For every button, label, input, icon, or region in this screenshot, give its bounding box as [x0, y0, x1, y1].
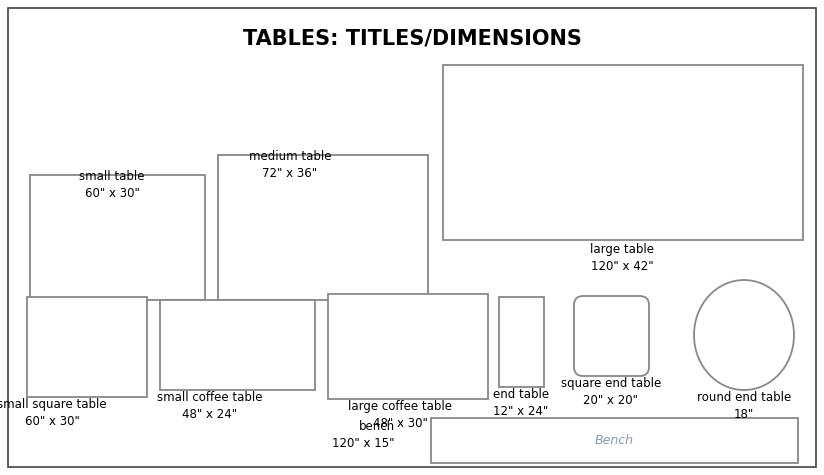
Bar [218, 155, 428, 300]
Text: small table
60" x 30": small table 60" x 30" [79, 170, 145, 200]
FancyBboxPatch shape [574, 296, 649, 376]
Text: Bench: Bench [595, 434, 634, 447]
Text: large coffee table
48" x 30": large coffee table 48" x 30" [348, 400, 452, 430]
Bar [443, 65, 803, 240]
Bar [499, 297, 544, 387]
Text: TABLES: TITLES/DIMENSIONS: TABLES: TITLES/DIMENSIONS [242, 28, 582, 48]
Text: square end table
20" x 20": square end table 20" x 20" [561, 377, 661, 407]
Bar [328, 294, 488, 399]
Bar [431, 418, 798, 463]
Text: small coffee table
48" x 24": small coffee table 48" x 24" [157, 391, 263, 421]
Text: bench
120" x 15": bench 120" x 15" [333, 420, 395, 450]
Text: small square table
60" x 30": small square table 60" x 30" [0, 398, 107, 428]
Bar [160, 300, 315, 390]
Text: end table
12" x 24": end table 12" x 24" [493, 388, 549, 418]
Text: medium table
72" x 36": medium table 72" x 36" [249, 150, 331, 180]
Ellipse shape [694, 280, 794, 390]
Text: large table
120" x 42": large table 120" x 42" [590, 243, 654, 273]
Text: round end table
18": round end table 18" [697, 391, 791, 421]
Bar [30, 175, 205, 300]
Bar [27, 297, 147, 397]
